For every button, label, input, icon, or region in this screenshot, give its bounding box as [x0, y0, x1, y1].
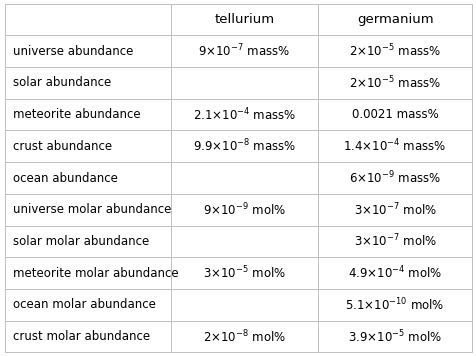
- Text: $3{\times}10^{-5}$ mol%: $3{\times}10^{-5}$ mol%: [202, 265, 285, 282]
- Text: $6{\times}10^{-9}$ mass%: $6{\times}10^{-9}$ mass%: [348, 170, 440, 186]
- Text: $4.9{\times}10^{-4}$ mol%: $4.9{\times}10^{-4}$ mol%: [347, 265, 441, 282]
- Text: universe molar abundance: universe molar abundance: [13, 203, 171, 216]
- Text: $3{\times}10^{-7}$ mol%: $3{\times}10^{-7}$ mol%: [353, 201, 436, 218]
- Text: $3.9{\times}10^{-5}$ mol%: $3.9{\times}10^{-5}$ mol%: [347, 328, 441, 345]
- Text: $1.4{\times}10^{-4}$ mass%: $1.4{\times}10^{-4}$ mass%: [343, 138, 446, 155]
- Text: solar molar abundance: solar molar abundance: [13, 235, 149, 248]
- Text: meteorite abundance: meteorite abundance: [13, 108, 140, 121]
- Text: crust abundance: crust abundance: [13, 140, 112, 153]
- Text: ocean abundance: ocean abundance: [13, 172, 118, 184]
- Text: germanium: germanium: [356, 13, 433, 26]
- Text: $9.9{\times}10^{-8}$ mass%: $9.9{\times}10^{-8}$ mass%: [192, 138, 295, 155]
- Text: $2{\times}10^{-5}$ mass%: $2{\times}10^{-5}$ mass%: [348, 43, 440, 59]
- Text: $2{\times}10^{-8}$ mol%: $2{\times}10^{-8}$ mol%: [202, 328, 285, 345]
- Text: crust molar abundance: crust molar abundance: [13, 330, 150, 343]
- Text: $9{\times}10^{-9}$ mol%: $9{\times}10^{-9}$ mol%: [202, 201, 285, 218]
- Text: $2.1{\times}10^{-4}$ mass%: $2.1{\times}10^{-4}$ mass%: [192, 106, 295, 123]
- Text: tellurium: tellurium: [214, 13, 274, 26]
- Text: 0.0021 mass%: 0.0021 mass%: [351, 108, 437, 121]
- Text: $9{\times}10^{-7}$ mass%: $9{\times}10^{-7}$ mass%: [198, 43, 290, 59]
- Text: solar abundance: solar abundance: [13, 76, 111, 89]
- Text: universe abundance: universe abundance: [13, 44, 133, 58]
- Text: $3{\times}10^{-7}$ mol%: $3{\times}10^{-7}$ mol%: [353, 233, 436, 250]
- Text: $5.1{\times}10^{-10}$ mol%: $5.1{\times}10^{-10}$ mol%: [345, 297, 444, 313]
- Text: $2{\times}10^{-5}$ mass%: $2{\times}10^{-5}$ mass%: [348, 74, 440, 91]
- Text: ocean molar abundance: ocean molar abundance: [13, 298, 156, 312]
- Text: meteorite molar abundance: meteorite molar abundance: [13, 267, 178, 280]
